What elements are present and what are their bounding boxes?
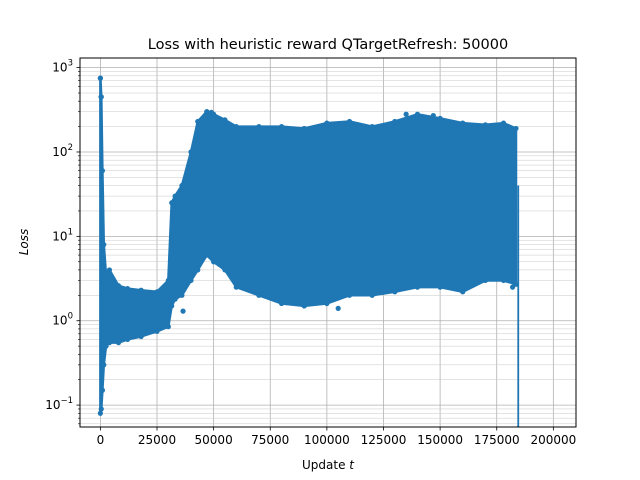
data-point [138, 333, 144, 340]
data-point [437, 115, 443, 122]
data-point [369, 123, 375, 130]
x-tick-label: 100000 [304, 433, 350, 447]
outlier-point [301, 303, 307, 309]
data-point [222, 267, 228, 273]
data-point [172, 296, 178, 302]
data-point [101, 362, 107, 368]
axis-ticks: 0 25000 50000 75000 100000 125000 150000 175000… [45, 59, 576, 447]
data-series [97, 75, 520, 427]
data-point [124, 286, 131, 292]
data-point [346, 292, 353, 298]
data-point [278, 300, 285, 307]
data-point [165, 277, 171, 284]
data-point [101, 241, 107, 248]
data-point [195, 267, 201, 273]
y-tick-label: 103 [52, 59, 73, 75]
x-tick-label: 75000 [251, 433, 289, 447]
outlier-point [335, 305, 341, 311]
x-tick-label: 50000 [195, 433, 233, 447]
data-point [500, 277, 507, 284]
x-tick-label: 175000 [474, 433, 520, 447]
y-tick-label: 10−1 [45, 396, 73, 412]
data-point [369, 292, 375, 298]
data-point [256, 123, 262, 130]
outlier-point [180, 308, 186, 314]
data-point [513, 125, 519, 132]
data-point [195, 118, 201, 125]
data-point [188, 149, 194, 155]
x-tick-label: 25000 [138, 433, 176, 447]
outlier-point [500, 125, 507, 132]
data-point [179, 292, 185, 298]
y-axis-label: Loss [17, 229, 31, 256]
data-point [169, 303, 175, 309]
outlier-point [208, 109, 214, 115]
data-point [138, 287, 144, 293]
x-tick-label: 150000 [417, 433, 463, 447]
data-point [233, 123, 239, 130]
x-tick-label: 0 [97, 433, 105, 447]
data-point [233, 284, 239, 290]
data-point [188, 277, 194, 284]
data-point [460, 289, 466, 295]
data-point [324, 120, 330, 126]
data-point [106, 340, 113, 346]
data-point [115, 340, 122, 346]
data-point [392, 289, 398, 295]
data-point [115, 283, 122, 289]
data-point [414, 284, 421, 290]
outlier-point [97, 75, 103, 81]
y-tick-label: 100 [52, 312, 73, 328]
x-tick-label: 125000 [361, 433, 407, 447]
data-point [179, 182, 185, 189]
x-axis-label: Update t [302, 458, 355, 472]
data-point [301, 125, 307, 132]
data-point [482, 277, 489, 284]
data-point [204, 252, 210, 258]
data-point [324, 300, 330, 307]
data-point [437, 284, 443, 290]
data-point [346, 118, 353, 125]
data-point [482, 122, 489, 128]
data-point [414, 111, 421, 117]
data-point [154, 289, 160, 295]
data-point [278, 123, 285, 130]
outlier-point [104, 269, 110, 275]
outlier-point [98, 94, 104, 100]
outlier-point [204, 109, 210, 115]
plot-frame [79, 57, 577, 428]
data-point [392, 118, 398, 125]
outlier-point [403, 111, 409, 117]
outlier-point [509, 284, 516, 290]
y-tick-label: 101 [52, 227, 73, 243]
data-point [172, 193, 178, 199]
data-point [222, 117, 228, 123]
data-point [103, 343, 109, 349]
data-point [124, 336, 131, 343]
data-point [169, 200, 175, 206]
data-point [500, 120, 507, 126]
data-point [460, 120, 466, 126]
loss-series-band [99, 76, 518, 415]
chart-title: Loss with heuristic reward QTargetRefres… [148, 37, 508, 53]
data-point [154, 328, 160, 334]
data-point [256, 292, 262, 298]
data-point [211, 259, 217, 265]
x-tick-label: 200000 [530, 433, 576, 447]
y-tick-label: 102 [52, 143, 73, 159]
outlier-point [430, 112, 436, 119]
data-point [165, 324, 171, 330]
